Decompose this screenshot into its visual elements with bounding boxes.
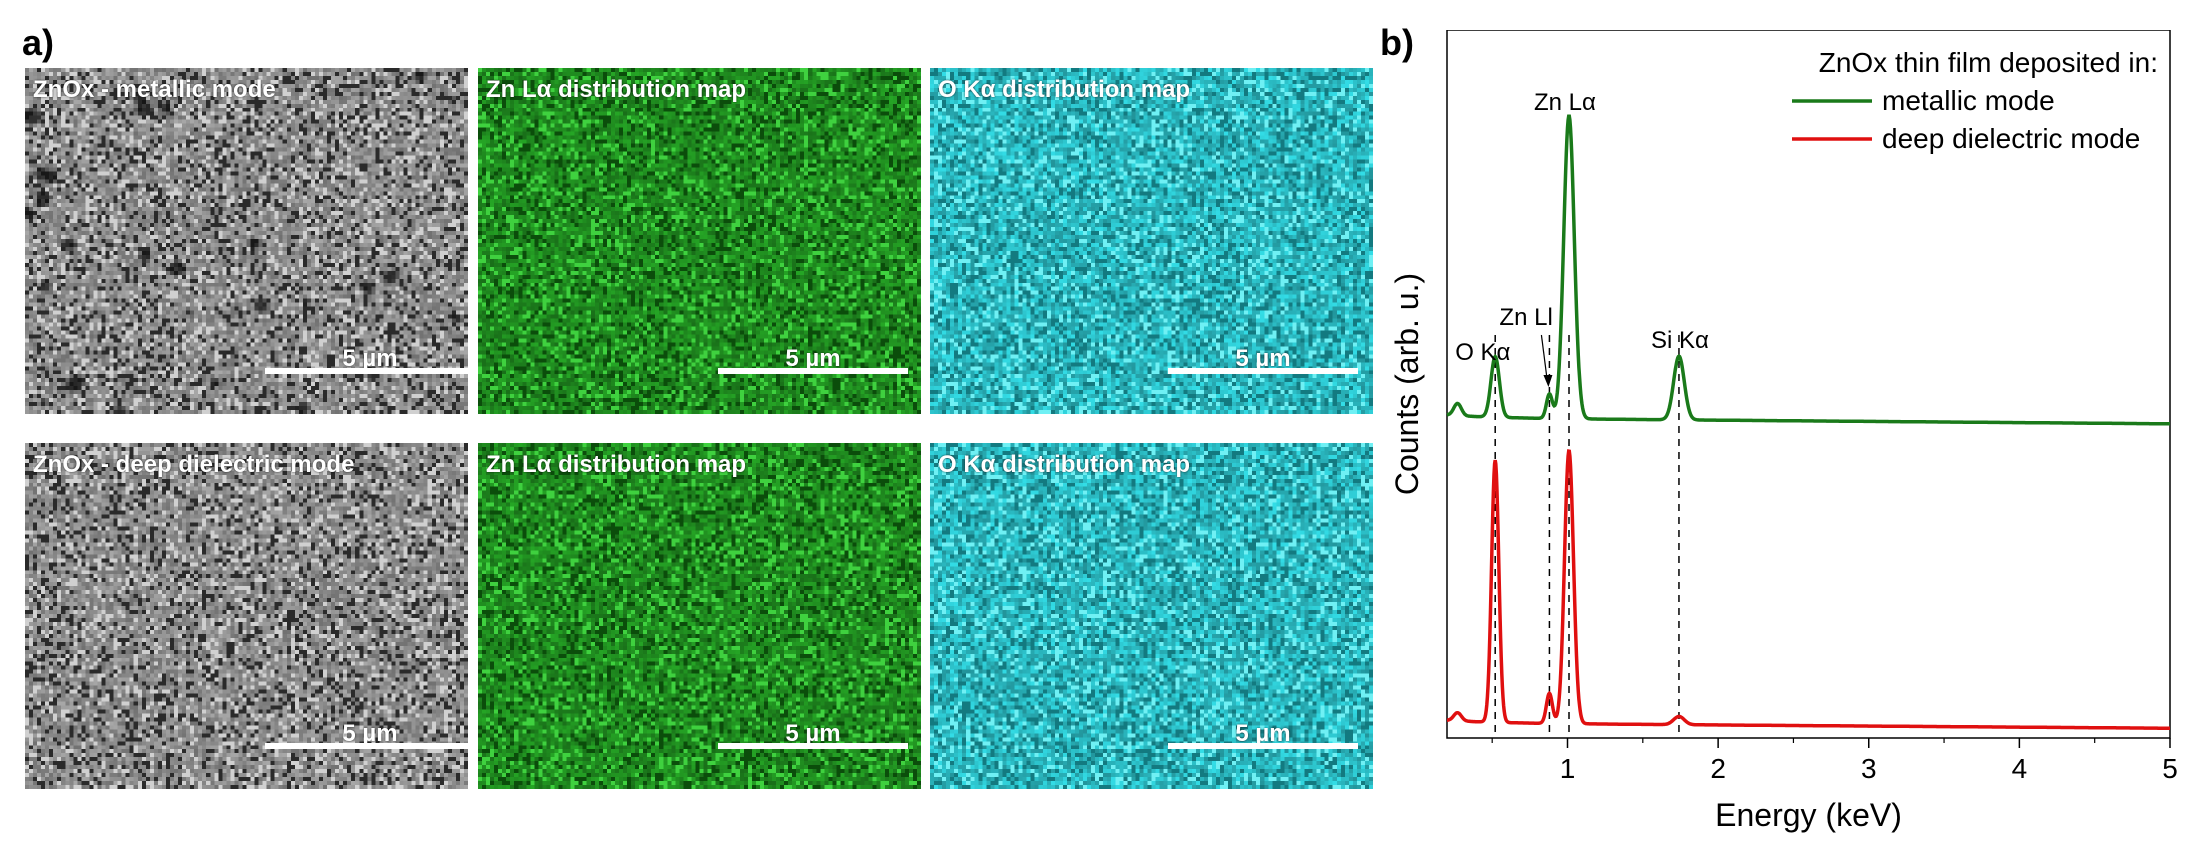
peak-annotation: O Kα — [1455, 339, 1510, 366]
scale-bar-label: 5 µm — [342, 345, 398, 372]
tile-title: ZnOx - deep dielectric mode — [33, 451, 355, 478]
scale-bar-label: 5 µm — [785, 345, 841, 372]
annotation-arrow — [1540, 334, 1549, 383]
tile-title: O Kα distribution map — [938, 451, 1191, 478]
micrograph-tile-4: ZnOx - deep dielectric mode 5 µm — [25, 443, 468, 789]
eds-spectrum-chart: 1 2 3 4 5 Energy (keV) Counts (arb. u.) O Kα Zn … — [1389, 30, 2178, 833]
x-tick-label: 3 — [1861, 753, 1877, 784]
plot-frame — [1446, 30, 2171, 739]
scale-bar — [1168, 743, 1358, 749]
scale-bar — [265, 368, 468, 374]
legend-title: ZnOx thin film deposited in: — [1819, 47, 2158, 78]
tile-title: Zn Lα distribution map — [486, 76, 747, 103]
series-line-metallic-mode — [1446, 114, 2170, 426]
scale-bar-label: 5 µm — [1235, 720, 1291, 747]
element-map-texture — [930, 443, 1373, 789]
element-map-texture — [478, 68, 921, 414]
series-line-deep-dielectric-mode — [1447, 449, 2170, 730]
panel-b-label: b) — [1380, 22, 1414, 63]
element-map-texture — [930, 68, 1373, 414]
peak-annotation: Zn Lα — [1534, 89, 1596, 116]
scale-bar — [1168, 368, 1358, 374]
scale-bar — [265, 743, 468, 749]
scale-bar — [718, 743, 908, 749]
micrograph-tile-2: Zn Lα distribution map 5 µm — [478, 68, 921, 414]
scale-bar — [718, 368, 908, 374]
tile-title: Zn Lα distribution map — [486, 451, 747, 478]
scale-bar-label: 5 µm — [785, 720, 841, 747]
micrograph-tile-6: O Kα distribution map 5 µm — [930, 443, 1373, 789]
legend-entry: metallic mode — [1882, 85, 2055, 116]
peak-annotation: Si Kα — [1651, 327, 1709, 354]
sem-texture — [25, 68, 468, 414]
sem-texture — [25, 443, 468, 789]
legend-entry: deep dielectric mode — [1882, 123, 2140, 154]
scale-bar-label: 5 µm — [1235, 345, 1291, 372]
annotation-arrowhead — [1543, 375, 1553, 387]
peak-annotation: Zn Ll — [1499, 304, 1552, 331]
micrograph-tile-3: O Kα distribution map 5 µm — [930, 68, 1373, 414]
x-tick-label: 2 — [1710, 753, 1726, 784]
tile-title: ZnOx - metallic mode — [33, 76, 276, 103]
x-tick-label: 4 — [2012, 753, 2028, 784]
element-map-texture — [478, 443, 921, 789]
scale-bar-label: 5 µm — [342, 720, 398, 747]
panel-a-label: a) — [22, 22, 55, 63]
x-tick-label: 1 — [1560, 753, 1576, 784]
x-tick-label: 5 — [2162, 753, 2178, 784]
micrograph-tile-1: ZnOx - metallic mode 5 µm — [25, 68, 468, 414]
tile-title: O Kα distribution map — [938, 76, 1191, 103]
micrograph-tile-5: Zn Lα distribution map 5 µm — [478, 443, 921, 789]
y-axis-label: Counts (arb. u.) — [1389, 273, 1425, 495]
x-axis-label: Energy (keV) — [1715, 797, 1902, 833]
